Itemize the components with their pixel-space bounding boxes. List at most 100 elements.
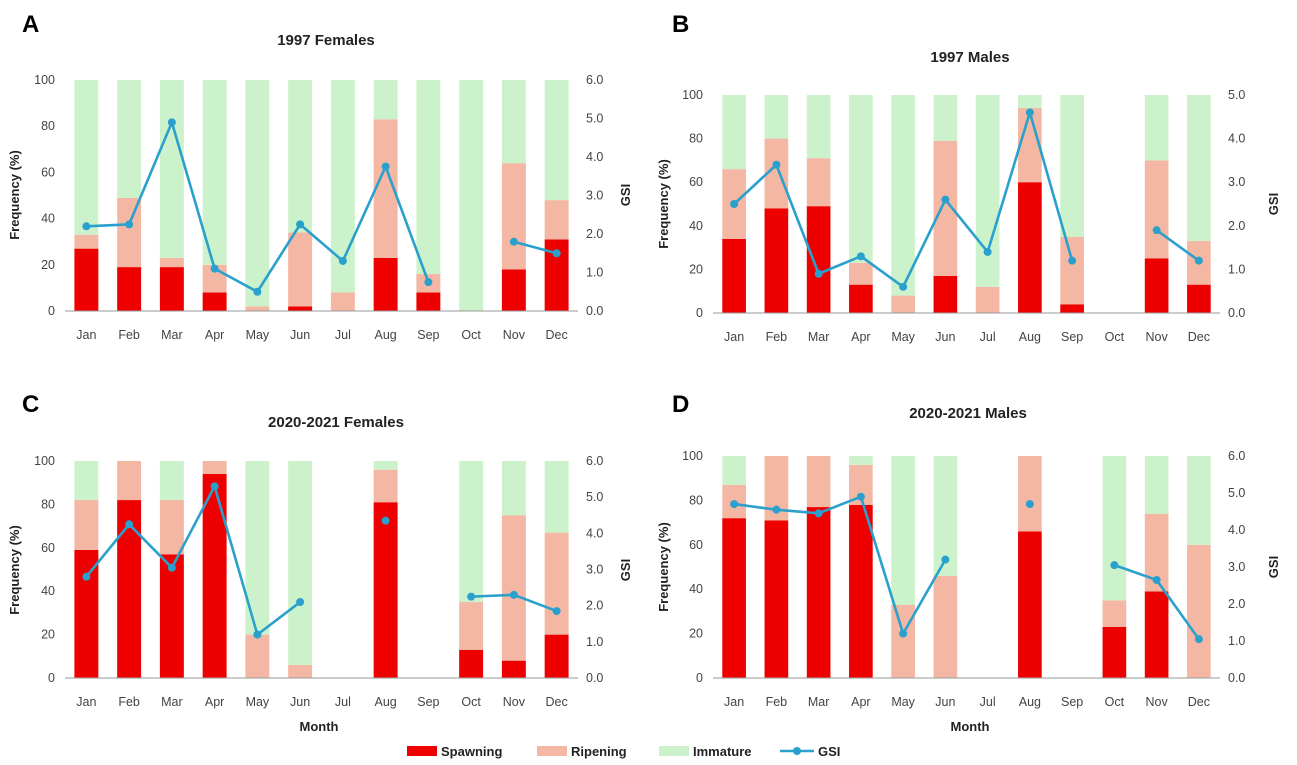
x-tick-label: Jun [290,695,310,709]
y2-tick-label: 5.0 [586,112,603,126]
y2-axis-label: GSI [618,559,633,581]
gsi-point [1152,575,1161,584]
bar-immature [764,95,789,139]
gsi-point [381,516,390,525]
bar-ripening [1018,108,1042,183]
bar-spawning [501,660,526,678]
gsi-point [338,256,347,265]
y2-tick-label: 0.0 [586,304,603,318]
bar-immature [975,95,1000,287]
y-tick-label: 0 [48,671,55,685]
chart-title: 1997 Females [277,32,375,49]
bar-ripening [501,515,526,661]
bar-immature [459,461,484,603]
y2-tick-label: 3.0 [586,563,603,577]
y-tick-label: 40 [689,219,703,233]
y-tick-label: 0 [48,304,55,318]
gsi-point [296,220,305,229]
y-tick-label: 80 [41,497,55,511]
y-axis-label: Frequency (%) [7,525,22,615]
bar-ripening [245,306,270,311]
bar-spawning [373,257,398,311]
bar-ripening [330,292,355,311]
bar-immature [416,80,441,275]
bar-spawning [74,248,99,311]
gsi-point [899,629,908,638]
x-tick-label: Jan [76,695,96,709]
bar-ripening [74,234,99,249]
y2-tick-label: 3.0 [1228,560,1245,574]
bar-spawning [544,239,569,311]
y2-tick-label: 1.0 [1228,634,1245,648]
x-axis-label: Month [300,719,339,734]
bar-immature [849,95,873,263]
y-tick-label: 100 [682,449,703,463]
legend-label-spawning: Spawning [441,744,502,759]
y2-axis-label: GSI [618,184,633,206]
bar-ripening [544,200,569,240]
gsi-point [509,237,518,246]
gsi-point [1194,635,1203,644]
legend-swatch-spawning [407,746,437,756]
gsi-point [814,269,823,278]
y-tick-label: 40 [689,582,703,596]
y2-tick-label: 0.0 [586,671,603,685]
y2-axis-label: GSI [1266,556,1281,578]
y2-tick-label: 4.0 [1228,523,1245,537]
bar-spawning [1060,304,1084,313]
x-tick-label: Oct [461,328,481,342]
bar-ripening [117,461,142,501]
bar-immature [891,456,915,605]
bar-immature [288,80,313,233]
x-tick-label: Jul [980,330,996,344]
y2-tick-label: 4.0 [586,150,603,164]
bar-spawning [764,520,789,678]
y2-tick-label: 0.0 [1228,306,1245,320]
panel-letter: B [672,11,689,38]
x-tick-label: Feb [766,330,788,344]
x-tick-label: Dec [546,328,568,342]
gsi-point [296,598,305,607]
gsi-point [1068,256,1077,265]
x-tick-label: Aug [1019,330,1041,344]
y-tick-label: 20 [41,258,55,272]
bar-immature [245,80,270,307]
bar-immature [1187,95,1211,242]
bar-spawning [1144,591,1169,678]
x-tick-label: Nov [503,695,526,709]
legend-label-gsi: GSI [818,744,840,759]
x-tick-label: Aug [1019,695,1041,709]
bar-spawning [849,284,873,313]
bar-immature [245,461,270,635]
bar-immature [501,461,526,516]
x-tick-label: Jun [935,695,955,709]
gsi-point [167,118,176,127]
y-tick-label: 20 [689,627,703,641]
bar-ripening [933,140,958,276]
y2-tick-label: 1.0 [586,266,603,280]
bar-immature [330,80,355,293]
bar-ripening [806,158,831,207]
gsi-point [1025,108,1034,117]
x-axis-label: Month [951,719,990,734]
x-tick-label: Sep [1061,330,1083,344]
gsi-line [733,495,947,635]
legend-swatch-gsi-marker [793,747,801,755]
x-tick-label: May [891,330,915,344]
x-tick-label: Jan [76,328,96,342]
y2-tick-label: 5.0 [1228,486,1245,500]
y-tick-label: 20 [41,628,55,642]
bar-immature [1060,95,1084,237]
x-tick-label: Feb [118,328,140,342]
bar-immature [891,95,915,296]
gsi-point [856,252,865,261]
gsi-point [552,249,561,258]
bar-ripening [975,286,1000,313]
x-tick-label: May [246,328,270,342]
y-tick-label: 80 [689,493,703,507]
x-tick-label: Jan [724,330,744,344]
gsi-line [1155,229,1200,262]
bar-ripening [202,461,227,475]
y2-axis-label: GSI [1266,193,1281,215]
